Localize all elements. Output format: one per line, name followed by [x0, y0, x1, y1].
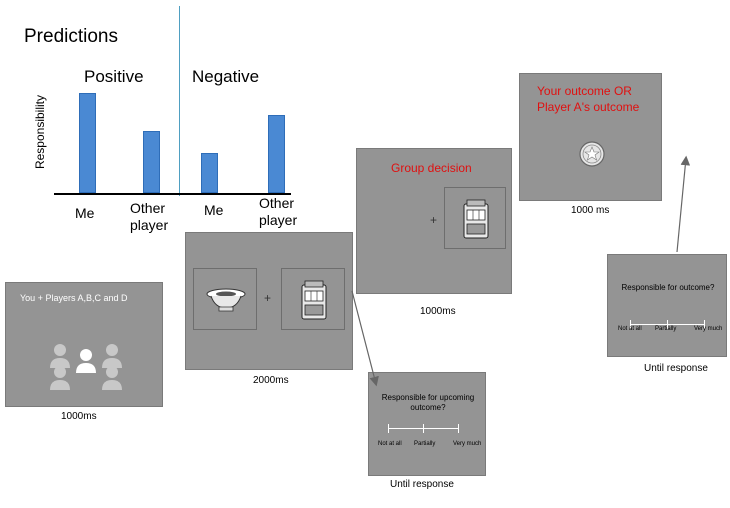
scale-label-not-at-all: Not at all	[378, 441, 402, 447]
group-option-frame	[444, 187, 506, 249]
group-duration: 1000ms	[420, 306, 456, 317]
scale2-label-partially: Partially	[655, 326, 677, 332]
scale-label-very-much: Very much	[453, 441, 482, 447]
scale-tick-2	[423, 424, 424, 433]
outcome-screen: Your outcome OR Player A's outcome	[519, 73, 662, 201]
x-label-me-negative: Me	[204, 202, 224, 218]
chart-baseline	[54, 193, 291, 195]
option-frame-left	[193, 268, 257, 330]
rating-question-outcome: Responsible for outcome?	[621, 283, 715, 292]
fixation-cross: +	[264, 291, 272, 305]
intro-text: You + Players A,B,C and D	[20, 293, 128, 303]
group-label-positive: Positive	[84, 67, 144, 86]
group-fixation-cross: +	[430, 213, 438, 227]
rating-screen-outcome: Responsible for outcome? Not at all Part…	[607, 254, 727, 357]
roulette-icon	[206, 288, 246, 312]
coin-icon	[579, 141, 605, 167]
outcome-duration: 1000 ms	[571, 205, 610, 216]
group-slot-machine-icon	[463, 199, 489, 239]
scale2-tick-2	[667, 320, 668, 329]
scale-label-partially: Partially	[414, 441, 436, 447]
scale2-tick-1	[630, 320, 631, 329]
group-divider	[179, 6, 180, 196]
intro-screen: You + Players A,B,C and D	[5, 282, 163, 407]
prediction-bar-4	[268, 115, 285, 193]
scale-tick-1	[388, 424, 389, 433]
x-label-other-negative: Other player	[259, 195, 298, 228]
group-label-negative: Negative	[192, 67, 260, 86]
rating-outcome-duration: Until response	[644, 363, 708, 374]
group-decision-text: Group decision	[391, 161, 472, 175]
rating-screen-upcoming: Responsible for upcoming outcome? Not at…	[368, 372, 486, 476]
slot-machine-icon	[301, 280, 327, 320]
scale2-label-very-much: Very much	[694, 326, 723, 332]
choice-screen: +	[185, 232, 353, 370]
option-frame-right	[281, 268, 345, 330]
outcome-text: Your outcome OR Player A's outcome	[537, 84, 640, 114]
arrow-choice-to-rating	[351, 290, 379, 387]
intro-duration: 1000ms	[61, 411, 97, 422]
group-decision-screen: Group decision +	[356, 148, 512, 294]
players-icon	[50, 344, 122, 390]
x-label-me-positive: Me	[75, 205, 95, 221]
rating-question-upcoming: Responsible for upcoming outcome?	[381, 393, 475, 412]
predictions-title: Predictions	[24, 26, 118, 47]
prediction-bar-3	[201, 153, 218, 193]
scale-tick-3	[458, 424, 459, 433]
prediction-bar-1	[79, 93, 96, 193]
prediction-bar-2	[143, 131, 160, 193]
rating-upcoming-duration: Until response	[390, 479, 454, 490]
scale2-tick-3	[704, 320, 705, 329]
arrow-rating-to-outcome	[676, 155, 691, 253]
choice-duration: 2000ms	[253, 375, 289, 386]
scale2-label-not-at-all: Not at all	[618, 326, 642, 332]
x-label-other-positive: Other player	[130, 200, 169, 233]
